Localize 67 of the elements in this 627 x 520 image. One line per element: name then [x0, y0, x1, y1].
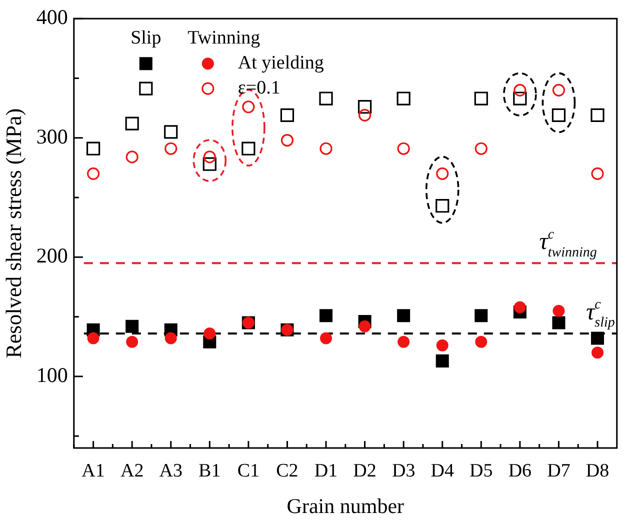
point: [280, 134, 294, 147]
point: [204, 327, 216, 340]
x-axis-title: Grain number: [286, 494, 404, 518]
point: [320, 332, 332, 344]
point: [397, 309, 410, 322]
point: [164, 332, 177, 344]
point: [474, 309, 488, 322]
point: [242, 142, 256, 156]
point: [320, 142, 332, 155]
x-tick-label: D2: [353, 460, 376, 482]
point: [126, 336, 138, 348]
y-tick-label: 200: [36, 244, 68, 268]
point: [86, 142, 100, 156]
x-tick-label: D5: [470, 460, 493, 482]
x-tick-label: D4: [430, 460, 454, 482]
y-axis-title: Resolved shear stress (MPa): [0, 108, 26, 358]
point: [474, 142, 488, 155]
point: [552, 108, 566, 122]
point: [126, 150, 138, 164]
x-tick-label: D8: [586, 460, 610, 482]
point: [398, 336, 410, 348]
point: [474, 92, 488, 106]
x-tick-label: D6: [508, 460, 532, 482]
point: [164, 142, 178, 155]
point: [86, 167, 100, 180]
point: [358, 320, 371, 332]
point: [436, 354, 449, 368]
point: [436, 339, 448, 352]
y-tick-label: 300: [36, 124, 68, 148]
point: [358, 100, 372, 114]
point: [126, 320, 139, 333]
point: [514, 301, 526, 314]
x-tick-label: A2: [120, 460, 144, 482]
point: [590, 332, 604, 345]
point: [590, 108, 604, 122]
point: [552, 304, 565, 317]
x-tick-label: A3: [159, 460, 182, 482]
point: [436, 167, 449, 180]
point: [396, 92, 410, 106]
x-tick-label: D1: [314, 460, 338, 482]
y-tick-label: 400: [36, 5, 68, 30]
point: [87, 332, 100, 344]
x-tick-label: C2: [276, 460, 298, 482]
x-tick-label: B1: [198, 460, 221, 482]
legend-label: At yielding: [238, 52, 324, 74]
point: [164, 125, 178, 139]
x-tick-label: D7: [547, 460, 570, 482]
point: [319, 309, 333, 322]
point: [280, 108, 294, 122]
legend-label: ε=0.1: [238, 78, 280, 99]
annotation: Twinning: [188, 28, 261, 49]
x-tick-label: C1: [237, 460, 260, 482]
point: [591, 167, 604, 180]
point: [592, 346, 604, 359]
point: [319, 92, 333, 106]
point: [358, 108, 372, 122]
y-tick-label: 100: [36, 362, 68, 387]
annotation: Slip: [130, 28, 162, 49]
point: [552, 316, 566, 330]
x-tick-label: D3: [392, 460, 416, 482]
point: [397, 142, 410, 155]
point: [125, 116, 139, 130]
x-tick-label: A1: [82, 460, 105, 482]
point: [436, 199, 450, 213]
point: [242, 100, 255, 114]
point: [475, 336, 488, 348]
point: [552, 84, 566, 96]
